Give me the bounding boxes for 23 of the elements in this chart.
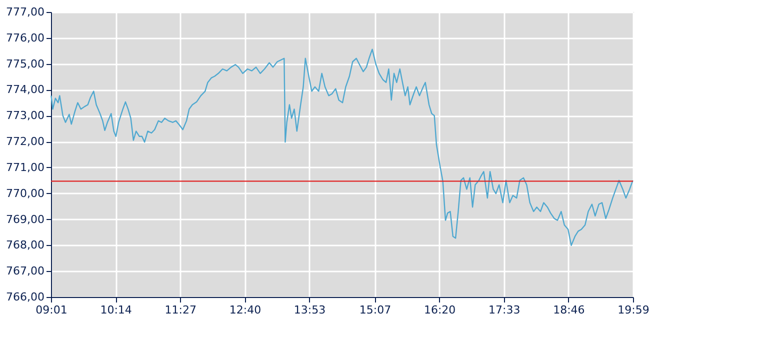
y-tick-label: 770,00 bbox=[6, 186, 44, 200]
y-tick-label: 769,00 bbox=[6, 212, 44, 226]
x-tick-label: 12:40 bbox=[229, 304, 262, 316]
y-tick-label: 772,00 bbox=[6, 135, 44, 148]
x-tick-label: 17:33 bbox=[488, 304, 520, 316]
y-tick-label: 774,00 bbox=[6, 83, 44, 96]
x-tick-label: 13:53 bbox=[294, 304, 326, 316]
x-tick-label: 10:14 bbox=[100, 304, 132, 316]
x-tick-label: 18:46 bbox=[553, 304, 585, 316]
y-tick-label: 767,00 bbox=[6, 264, 44, 278]
x-tick-label: 15:07 bbox=[359, 304, 392, 316]
x-tick-label: 09:01 bbox=[36, 304, 68, 316]
y-tick-label: 768,00 bbox=[6, 238, 44, 252]
y-tick-label: 773,00 bbox=[6, 109, 44, 122]
x-tick-label: 16:20 bbox=[424, 304, 456, 316]
x-tick-label: 11:27 bbox=[164, 304, 196, 316]
x-tick-label: 19:59 bbox=[618, 304, 650, 316]
line-series bbox=[50, 48, 634, 246]
y-tick-label: 776,00 bbox=[6, 31, 44, 44]
y-tick-label: 775,00 bbox=[6, 57, 44, 70]
y-tick-label: 766,00 bbox=[6, 290, 44, 304]
y-tick-label: 777,00 bbox=[6, 6, 44, 18]
y-tick-label: 771,00 bbox=[6, 160, 44, 174]
